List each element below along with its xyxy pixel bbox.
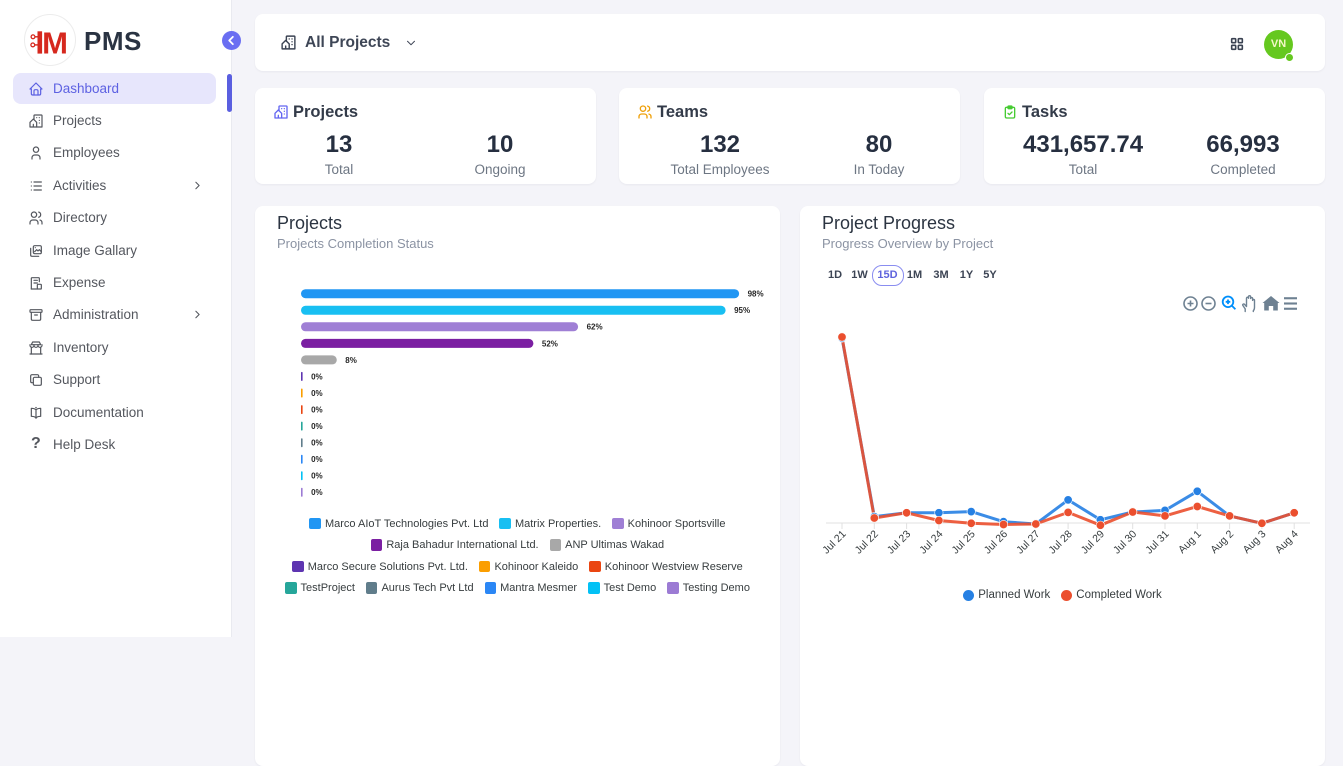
svg-text:98%: 98%: [748, 290, 764, 299]
svg-text:Jul 27: Jul 27: [1014, 528, 1042, 556]
svg-text:Jul 30: Jul 30: [1111, 528, 1139, 556]
svg-text:Jul 26: Jul 26: [982, 528, 1010, 556]
svg-text:Jul 31: Jul 31: [1143, 528, 1171, 556]
svg-text:0%: 0%: [311, 389, 323, 398]
svg-text:Jul 22: Jul 22: [853, 528, 881, 556]
svg-text:Jul 28: Jul 28: [1046, 528, 1074, 556]
svg-text:Aug 2: Aug 2: [1208, 528, 1236, 556]
svg-text:M: M: [42, 26, 68, 61]
svg-text:62%: 62%: [587, 323, 603, 332]
svg-text:Aug 4: Aug 4: [1273, 528, 1301, 556]
svg-text:Aug 1: Aug 1: [1176, 528, 1204, 556]
svg-text:0%: 0%: [311, 422, 323, 431]
svg-text:0%: 0%: [311, 372, 323, 381]
svg-text:Jul 23: Jul 23: [885, 528, 913, 556]
svg-text:95%: 95%: [734, 306, 750, 315]
svg-text:0%: 0%: [311, 455, 323, 464]
svg-text:Jul 21: Jul 21: [820, 528, 848, 556]
svg-text:Jul 24: Jul 24: [917, 528, 945, 556]
svg-text:52%: 52%: [542, 339, 558, 348]
svg-text:0%: 0%: [311, 439, 323, 448]
svg-text:0%: 0%: [311, 406, 323, 415]
svg-text:0%: 0%: [311, 472, 323, 481]
svg-text:Aug 3: Aug 3: [1241, 528, 1269, 556]
svg-text:8%: 8%: [345, 356, 357, 365]
svg-text:0%: 0%: [311, 488, 323, 497]
svg-text:Jul 25: Jul 25: [950, 528, 978, 556]
svg-text:Jul 29: Jul 29: [1079, 528, 1107, 556]
